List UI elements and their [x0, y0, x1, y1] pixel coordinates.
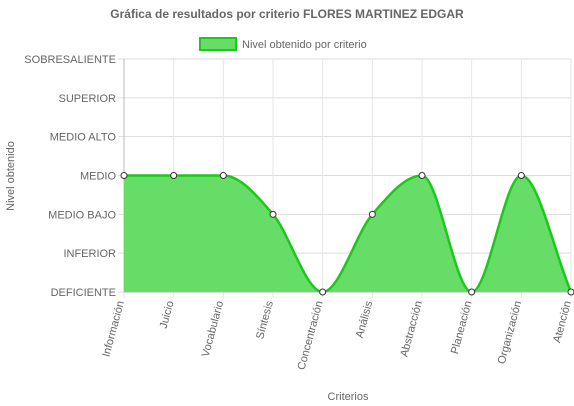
x-tick-label: Síntesis [254, 299, 276, 340]
data-point[interactable] [368, 210, 376, 218]
data-point[interactable] [269, 210, 277, 218]
x-tick-label: Vocabulario [200, 300, 226, 359]
chart-title: Gráfica de resultados por criterio FLORE… [110, 7, 464, 21]
legend[interactable]: Nivel obtenido por criterio [199, 37, 367, 51]
x-tick-label: Abstracción [398, 300, 424, 359]
y-tick-label: MEDIO BAJO [48, 209, 116, 221]
data-point[interactable] [517, 172, 525, 179]
y-axis-title: Nivel obtenido [5, 141, 17, 211]
x-tick-label: Juicio [158, 300, 177, 330]
data-point[interactable] [170, 172, 178, 179]
legend-label: Nivel obtenido por criterio [242, 39, 367, 51]
data-points [120, 172, 574, 296]
legend-swatch [199, 37, 237, 51]
y-axis: DEFICIENTE INFERIOR MEDIO BAJO MEDIO MEDIO A… [24, 54, 116, 299]
data-point[interactable] [468, 288, 476, 296]
y-tick-label: MEDIO [80, 171, 117, 183]
y-tick-label: SUPERIOR [59, 93, 117, 105]
x-tick-label: Análisis [354, 299, 376, 339]
data-point[interactable] [567, 288, 574, 296]
x-tick-label: Atención [551, 300, 574, 344]
data-point[interactable] [120, 172, 128, 179]
x-tick-label: Planeación [449, 300, 475, 356]
y-tick-label: DEFICIENTE [51, 287, 116, 299]
x-tick-label: Concentración [296, 300, 326, 372]
x-axis: Información Juicio Vocabulario Síntesis Conc… [100, 299, 573, 371]
data-point[interactable] [418, 172, 426, 179]
x-axis-title: Criterios [328, 391, 369, 403]
x-tick-label: Información [100, 300, 126, 359]
y-tick-label: MEDIO ALTO [50, 132, 117, 144]
data-point[interactable] [219, 172, 227, 179]
series [123, 174, 573, 294]
x-tick-label: Organización [496, 300, 524, 366]
y-tick-label: INFERIOR [63, 248, 116, 260]
series-area [124, 175, 571, 292]
data-point[interactable] [319, 288, 327, 296]
y-tick-label: SOBRESALIENTE [24, 54, 116, 66]
